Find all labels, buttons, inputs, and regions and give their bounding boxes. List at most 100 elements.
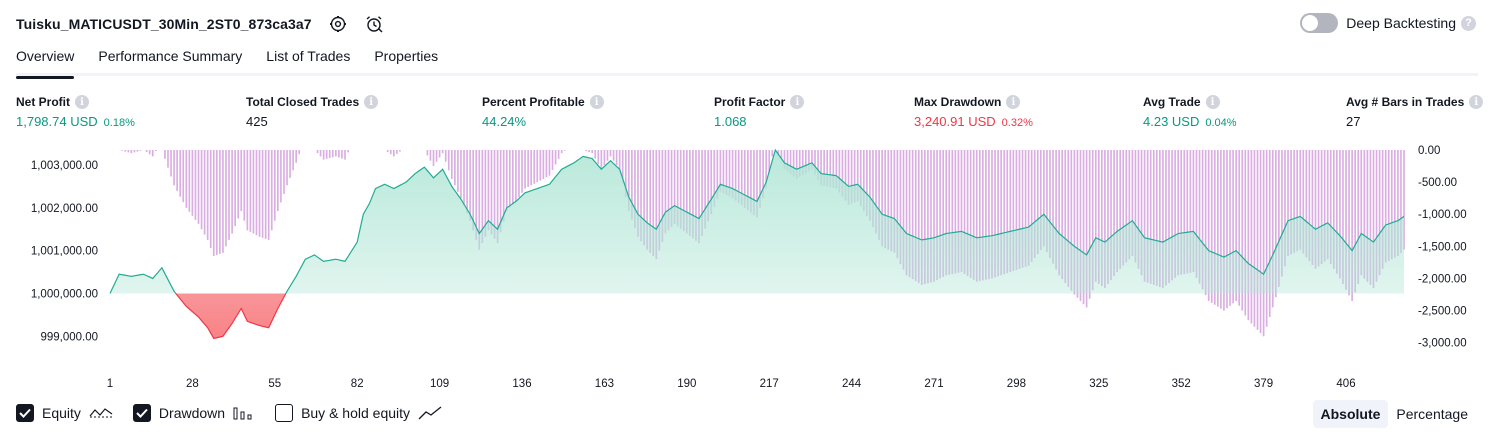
drawdown-bar: [1018, 150, 1021, 269]
drawdown-bar: [481, 150, 484, 244]
percentage-mode-button[interactable]: Percentage: [1396, 406, 1468, 422]
info-icon[interactable]: i: [75, 95, 89, 109]
drawdown-bar: [435, 150, 438, 162]
drawdown-bar: [750, 150, 752, 213]
drawdown-bar: [661, 150, 664, 243]
drawdown-bar: [139, 150, 142, 151]
alarm-clock-icon[interactable]: [364, 14, 384, 34]
x-tick-label: 325: [1089, 378, 1108, 390]
drawdown-bar: [1052, 150, 1054, 264]
info-icon[interactable]: i: [364, 95, 379, 109]
drawdown-bar: [588, 150, 590, 153]
drawdown-bar: [811, 150, 813, 170]
drawdown-bar: [182, 150, 185, 203]
absolute-mode-button[interactable]: Absolute: [1312, 400, 1389, 428]
metric-label: Total Closed Trades: [246, 95, 360, 109]
strategy-header: Tuisku_MATICUSDT_30Min_2ST0_873ca3a7: [16, 12, 384, 36]
drawdown-bar: [243, 150, 246, 221]
drawdown-bar: [911, 150, 914, 280]
legend-equity[interactable]: Equity: [16, 404, 113, 422]
drawdown-bar: [551, 150, 554, 171]
legend-buy-hold-equity[interactable]: Buy & hold equity: [275, 404, 442, 422]
help-icon[interactable]: ?: [1461, 15, 1476, 31]
drawdown-bar: [765, 150, 767, 189]
drawdown-bar: [823, 150, 825, 186]
drawdown-bar: [1195, 150, 1198, 278]
drawdown-tick-label: -3,000.00: [1418, 338, 1467, 350]
drawdown-bar: [1244, 150, 1247, 316]
drawdown-bar: [1354, 150, 1357, 293]
drawdown-bar: [969, 150, 972, 278]
drawdown-bar: [890, 150, 893, 252]
drawdown-bar: [786, 150, 789, 172]
drawdown-bar: [1058, 150, 1060, 276]
drawdown-bar: [826, 150, 829, 187]
drawdown-bar: [234, 150, 236, 227]
x-tick-label: 352: [1172, 378, 1191, 390]
drawdown-bar: [1110, 150, 1112, 281]
drawdown-bar: [808, 150, 810, 172]
gear-icon[interactable]: [328, 14, 348, 34]
drawdown-bar: [191, 150, 194, 216]
drawdown-bar: [945, 150, 948, 276]
info-icon[interactable]: i: [790, 95, 805, 109]
drawdown-bar: [212, 150, 215, 256]
drawdown-bar: [1305, 150, 1308, 258]
drawdown-bar: [862, 150, 865, 212]
drawdown-bar: [689, 150, 691, 236]
x-tick-label: 28: [186, 378, 199, 390]
drawdown-checkbox[interactable]: [132, 404, 151, 422]
drawdown-bar: [292, 150, 294, 171]
drawdown-bar: [1033, 150, 1036, 258]
drawdown-bar: [1168, 150, 1170, 283]
equity-drawdown-chart[interactable]: 1,003,000.00 1,002,000.00 1,001,000.00 1,00…: [0, 140, 1494, 396]
drawdown-bars: [121, 150, 1405, 337]
drawdown-bar: [179, 150, 182, 197]
drawdown-bar: [753, 150, 755, 216]
drawdown-bar: [1137, 150, 1140, 269]
drawdown-bar: [618, 150, 621, 170]
equity-area-negative: [175, 293, 286, 339]
buy-hold-checkbox[interactable]: [275, 404, 294, 422]
drawdown-bar: [878, 150, 880, 240]
tab-overview[interactable]: Overview: [16, 48, 75, 79]
drawdown-bar: [1067, 150, 1070, 287]
equity-line-icon: [89, 406, 113, 420]
metric-value: 3,240.91 USD: [914, 114, 996, 129]
drawdown-bar: [920, 150, 923, 285]
drawdown-bar: [197, 150, 200, 224]
drawdown-bar: [1159, 150, 1161, 288]
drawdown-bar: [548, 150, 551, 176]
info-icon[interactable]: i: [1469, 95, 1484, 109]
drawdown-bar: [432, 150, 435, 167]
drawdown-bar: [609, 150, 612, 157]
drawdown-bar: [527, 150, 529, 187]
drawdown-bar: [1012, 150, 1015, 271]
drawdown-bar: [1125, 150, 1128, 263]
drawdown-bar: [600, 150, 603, 170]
drawdown-bar: [652, 150, 655, 256]
drawdown-bar: [640, 150, 642, 242]
deep-backtesting-toggle[interactable]: [1300, 13, 1339, 33]
legend-drawdown[interactable]: Drawdown: [132, 404, 255, 422]
drawdown-tick-label: -1,000.00: [1418, 209, 1467, 221]
drawdown-bar: [335, 150, 337, 157]
drawdown-bar: [173, 150, 175, 186]
drawdown-bar: [954, 150, 957, 274]
drawdown-bar: [338, 150, 340, 158]
x-tick-label: 244: [842, 378, 862, 390]
x-tick-label: 379: [1254, 378, 1273, 390]
tab-list-of-trades[interactable]: List of Trades: [266, 48, 351, 64]
x-tick-label: 55: [268, 378, 281, 390]
drawdown-bar: [859, 150, 862, 207]
info-icon[interactable]: i: [1006, 95, 1021, 109]
x-tick-label: 163: [595, 378, 614, 390]
tab-performance-summary[interactable]: Performance Summary: [98, 48, 243, 64]
drawdown-bar: [1274, 150, 1277, 298]
equity-checkbox[interactable]: [16, 404, 34, 422]
info-icon[interactable]: i: [589, 95, 604, 109]
display-mode-switch: Absolute Percentage: [1312, 400, 1477, 428]
info-icon[interactable]: i: [1205, 95, 1220, 109]
drawdown-bar: [667, 150, 670, 231]
tab-properties[interactable]: Properties: [374, 48, 439, 64]
